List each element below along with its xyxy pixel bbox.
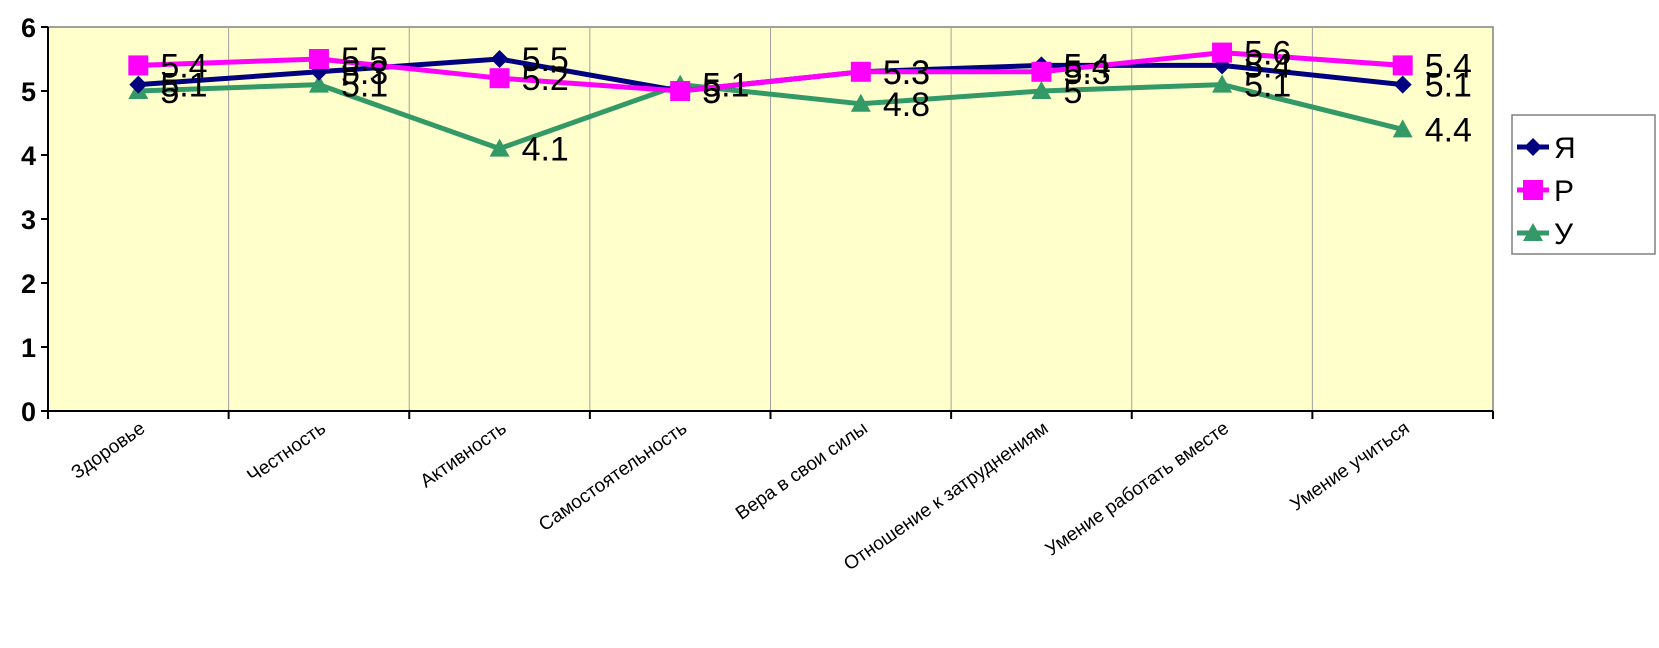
data-point-triangle: [1392, 119, 1413, 138]
data-point-square: [489, 68, 510, 89]
data-point-diamond: [1524, 138, 1542, 156]
data-point-diamond: [490, 50, 509, 68]
data-label: 5.1: [160, 67, 207, 105]
series-line-2: [138, 50, 1403, 94]
data-label: 5.1: [1244, 67, 1291, 105]
legend-label: Р: [1554, 175, 1574, 208]
data-label: 5.3: [883, 54, 930, 92]
data-point-triangle: [1031, 81, 1052, 99]
x-category-label: Честность: [244, 418, 330, 487]
data-point-square: [850, 61, 871, 82]
data-point-square: [1392, 55, 1413, 76]
y-axis-ticks: 0 1 2 3 4 5 6: [21, 13, 48, 427]
data-label: 4.8: [883, 86, 930, 124]
data-label: 5.2: [522, 60, 569, 98]
data-label: 5.1: [341, 67, 388, 105]
data-point-square: [1031, 61, 1052, 82]
data-point-square: [308, 49, 329, 69]
data-label: 5.1: [1425, 67, 1472, 105]
x-category-label: Вера в свои силы: [732, 418, 872, 525]
y-tick-label: 5: [21, 77, 36, 107]
data-point-triangle: [1523, 223, 1543, 241]
data-point-triangle: [308, 74, 329, 93]
data-label: 4.4: [1425, 111, 1472, 149]
data-point-square: [1523, 180, 1543, 200]
data-label: 5.3: [883, 54, 930, 92]
gridlines: [228, 27, 1313, 411]
data-label: 5.1: [702, 67, 749, 105]
x-category-label: Самостоятельность: [535, 418, 691, 536]
data-label: 5: [702, 73, 721, 111]
data-point-square: [128, 55, 149, 76]
data-label: 4.1: [522, 131, 569, 169]
x-category-label: Активность: [417, 418, 511, 492]
data-label: 5.4: [1063, 47, 1110, 85]
x-axis-categories: Здоровье Честность Активность Самостоятельн…: [47, 411, 1494, 575]
data-label: 5.5: [341, 41, 388, 79]
data-label: 5.5: [522, 41, 569, 79]
x-category-label: Умение учиться: [1287, 418, 1414, 516]
data-point-diamond: [1393, 75, 1412, 94]
data-point-triangle: [489, 138, 510, 157]
y-tick-label: 6: [21, 13, 36, 43]
legend-label: У: [1554, 218, 1574, 251]
y-tick-label: 4: [21, 141, 36, 171]
legend-label: Я: [1554, 132, 1576, 165]
data-label: 5.4: [160, 47, 207, 85]
y-tick-label: 3: [21, 205, 36, 235]
y-tick-label: 1: [21, 333, 36, 363]
data-label: 5: [702, 73, 721, 111]
data-point-square: [1212, 42, 1233, 63]
series-lines: [128, 42, 1413, 157]
data-label: 5.6: [1244, 35, 1291, 73]
data-point-triangle: [1212, 74, 1233, 93]
data-point-square: [670, 81, 691, 101]
legend: ЯРУ: [1511, 114, 1656, 255]
data-label: 5.4: [1244, 47, 1291, 85]
x-category-label: Отношение к затруднениям: [840, 418, 1052, 575]
data-label: 5.4: [1425, 47, 1472, 85]
y-tick-label: 2: [21, 269, 36, 299]
x-category-label: Здоровье: [68, 418, 150, 484]
data-label: 5.3: [341, 54, 388, 92]
data-label: 5.3: [1063, 54, 1110, 92]
data-labels: 5.1 5.3 5.555.3 5.4 5.45.15.4 5.55.2 55.3 5.35.…: [160, 35, 1472, 169]
x-category-label: Умение работать вместе: [1042, 418, 1233, 561]
series-line-3: [138, 82, 1404, 152]
data-label: 5: [160, 73, 179, 111]
data-point-diamond: [129, 75, 148, 94]
data-label: 5: [1063, 73, 1082, 111]
data-point-triangle: [850, 93, 871, 112]
y-tick-label: 0: [21, 397, 36, 427]
